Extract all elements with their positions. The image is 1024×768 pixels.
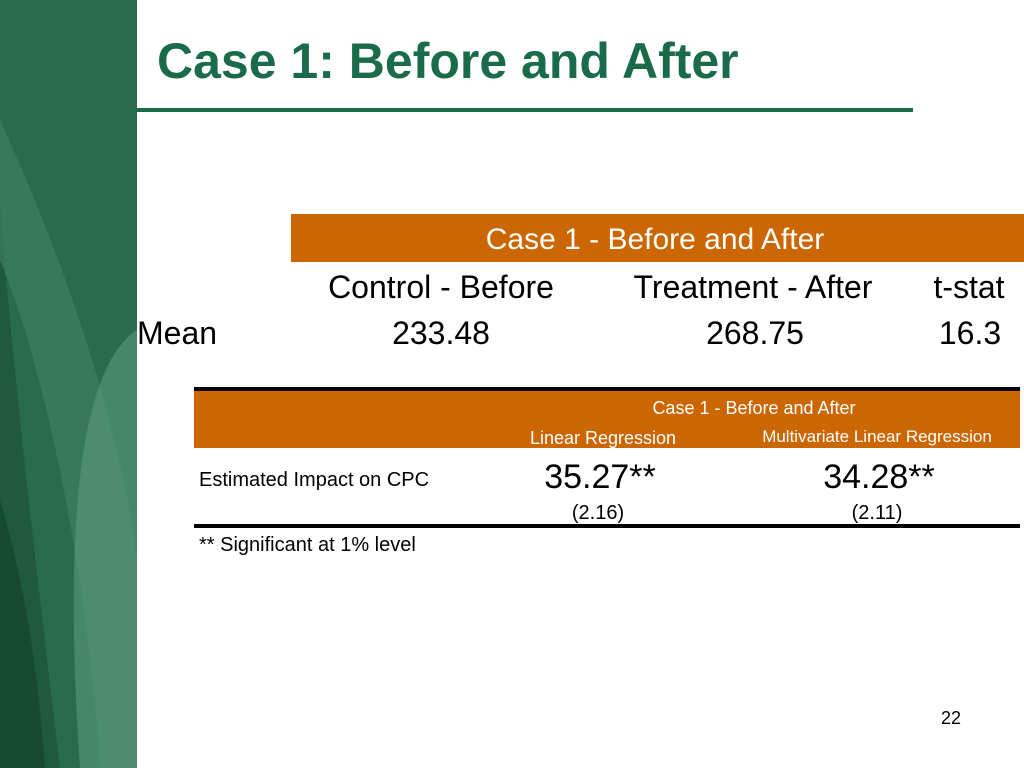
slide-title: Case 1: Before and After — [157, 33, 739, 89]
table2-header-band — [194, 391, 1020, 448]
cell: 268.75 — [706, 315, 804, 351]
top-rule — [194, 387, 1020, 391]
standard-error: (2.16) — [571, 502, 625, 524]
standard-error: (2.11) — [851, 502, 903, 524]
column-header: Treatment - After — [633, 269, 873, 305]
title-underline — [137, 108, 913, 112]
page-number: 22 — [941, 708, 962, 728]
column-header: t-stat — [933, 269, 1005, 305]
column-header: Multivariate Linear Regression — [762, 427, 992, 446]
bottom-rule — [194, 524, 1020, 528]
side-decoration — [0, 0, 137, 768]
estimate: 35.27** — [544, 458, 656, 496]
row-label: Mean — [137, 315, 218, 351]
cell: 233.48 — [392, 315, 490, 351]
footnote: ** Significant at 1% level — [199, 534, 416, 556]
table1-caption: Case 1 - Before and After — [485, 223, 825, 256]
table2-caption: Case 1 - Before and After — [652, 398, 856, 418]
row-label: Estimated Impact on CPC — [199, 469, 430, 491]
cell: 16.3 — [938, 315, 1002, 351]
column-header: Linear Regression — [529, 428, 677, 448]
estimate: 34.28** — [823, 458, 935, 496]
column-header: Control - Before — [328, 269, 554, 305]
table1-header-band — [291, 214, 1024, 262]
